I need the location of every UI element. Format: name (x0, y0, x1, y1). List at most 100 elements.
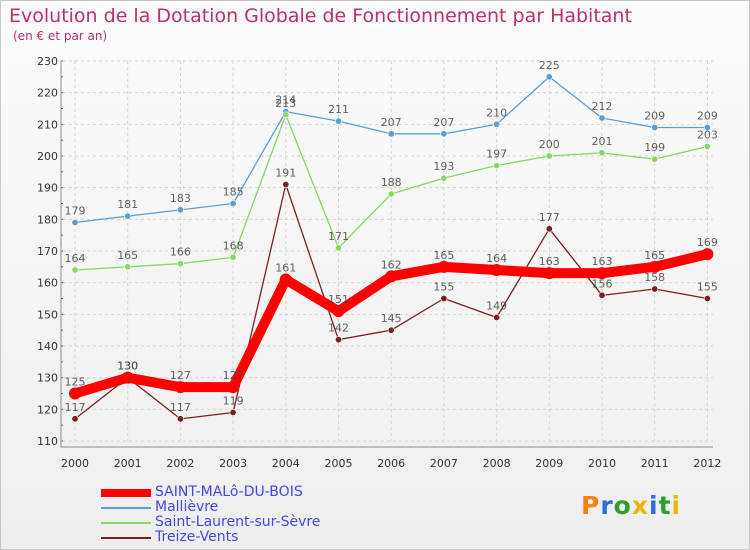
data-point-saint-laurent-sur-sevre (703, 143, 711, 151)
data-point-saint-laurent-sur-sevre (598, 149, 606, 157)
y-tick-label: 190 (37, 182, 58, 195)
data-point-saint-laurent-sur-sevre (651, 155, 659, 163)
data-label-treize-vents: 155 (433, 281, 454, 294)
data-label-treize-vents: 130 (117, 360, 138, 373)
x-tick-label: 2004 (272, 457, 300, 470)
x-tick-label: 2002 (166, 457, 194, 470)
data-point-saint-malo-du-bois (332, 305, 345, 318)
data-point-saint-malo-du-bois (596, 267, 608, 280)
y-tick-label: 110 (37, 435, 58, 448)
x-tick-label: 2008 (483, 457, 511, 470)
legend-label: Treize-Vents (155, 529, 239, 545)
data-point-treize-vents (334, 336, 342, 344)
data-point-saint-malo-du-bois (543, 267, 556, 280)
data-point-saint-laurent-sur-sevre (545, 152, 553, 160)
data-point-mallievre (124, 212, 132, 220)
y-tick-label: 160 (37, 277, 58, 290)
data-label-saint-malo-du-bois: 151 (328, 293, 349, 306)
data-point-saint-malo-du-bois (490, 264, 503, 276)
data-point-saint-malo-du-bois (279, 273, 292, 286)
data-point-saint-malo-du-bois (121, 371, 134, 384)
data-label-mallievre: 207 (433, 116, 454, 129)
legend-swatch (101, 536, 151, 539)
data-point-treize-vents (229, 408, 237, 416)
data-label-saint-malo-du-bois: 169 (697, 236, 718, 249)
logo-letter: x (631, 491, 649, 520)
data-label-saint-laurent-sur-sevre: 197 (486, 148, 507, 161)
x-tick-label: 2005 (325, 457, 353, 470)
data-label-saint-laurent-sur-sevre: 193 (433, 160, 454, 173)
data-label-saint-malo-du-bois: 125 (65, 376, 86, 389)
x-tick-label: 2003 (219, 457, 247, 470)
data-label-treize-vents: 117 (65, 401, 86, 414)
y-tick-label: 140 (37, 340, 58, 353)
data-label-mallievre: 181 (117, 198, 138, 211)
data-label-mallievre: 209 (697, 110, 718, 123)
legend-label: SAINT-MALô-DU-BOIS (155, 484, 303, 500)
y-tick-label: 130 (37, 372, 58, 385)
data-label-saint-malo-du-bois: 163 (592, 255, 613, 268)
data-label-mallievre: 225 (539, 59, 560, 72)
x-tick-label: 2000 (61, 457, 89, 470)
data-label-mallievre: 207 (381, 116, 402, 129)
data-point-mallievre (703, 124, 711, 132)
data-label-saint-malo-du-bois: 161 (275, 262, 296, 275)
data-point-treize-vents (387, 326, 395, 334)
y-tick-label: 120 (37, 403, 58, 416)
data-label-saint-laurent-sur-sevre: 199 (644, 141, 665, 154)
data-point-mallievre (176, 206, 184, 214)
logo-letter: i (649, 491, 659, 520)
data-label-treize-vents: 155 (697, 281, 718, 294)
data-label-mallievre: 179 (65, 205, 86, 218)
data-point-saint-laurent-sur-sevre (387, 190, 395, 198)
data-label-saint-malo-du-bois: 127 (170, 369, 191, 382)
data-point-saint-laurent-sur-sevre (282, 111, 290, 119)
data-label-saint-laurent-sur-sevre: 164 (65, 252, 86, 265)
data-point-mallievre (440, 130, 448, 138)
data-label-treize-vents: 158 (644, 271, 665, 284)
data-label-saint-malo-du-bois: 130 (117, 360, 138, 373)
data-point-mallievre (334, 117, 342, 125)
data-label-saint-laurent-sur-sevre: 166 (170, 246, 191, 259)
logo-letter: o (613, 491, 632, 520)
y-tick-label: 150 (37, 308, 58, 321)
data-point-saint-malo-du-bois (385, 270, 398, 283)
legend-label: Mallièvre (155, 499, 219, 515)
data-label-treize-vents: 177 (539, 211, 560, 224)
x-tick-label: 2012 (693, 457, 721, 470)
data-label-treize-vents: 191 (275, 167, 296, 180)
x-tick-label: 2009 (535, 457, 563, 470)
legend-swatch (101, 521, 151, 524)
data-label-saint-laurent-sur-sevre: 165 (117, 249, 138, 262)
data-label-treize-vents: 119 (223, 395, 244, 408)
data-label-saint-laurent-sur-sevre: 200 (539, 138, 560, 151)
data-label-treize-vents: 149 (486, 300, 507, 313)
data-point-mallievre (651, 124, 659, 132)
data-label-mallievre: 214 (275, 94, 296, 107)
data-label-saint-laurent-sur-sevre: 213 (275, 97, 296, 110)
data-label-saint-laurent-sur-sevre: 168 (223, 239, 244, 252)
data-point-treize-vents (651, 285, 659, 293)
data-label-saint-laurent-sur-sevre: 171 (328, 230, 349, 243)
y-tick-label: 220 (37, 87, 58, 100)
data-label-mallievre: 212 (592, 100, 613, 113)
x-tick-label: 2001 (114, 457, 142, 470)
data-label-saint-laurent-sur-sevre: 203 (697, 129, 718, 142)
data-label-treize-vents: 142 (328, 322, 349, 335)
proxiti-logo: Proxiti (581, 491, 681, 520)
data-point-mallievre (229, 200, 237, 208)
data-label-mallievre: 209 (644, 110, 665, 123)
data-point-saint-malo-du-bois (227, 381, 240, 394)
data-point-treize-vents (282, 181, 290, 189)
data-point-mallievre (493, 120, 501, 128)
x-tick-label: 2011 (641, 457, 669, 470)
logo-letter: r (600, 491, 614, 520)
data-point-saint-laurent-sur-sevre (334, 244, 342, 252)
data-point-mallievre (598, 114, 606, 122)
data-label-saint-malo-du-bois: 165 (433, 249, 454, 262)
data-point-mallievre (387, 130, 395, 138)
data-label-saint-malo-du-bois: 165 (644, 249, 665, 262)
chart-title: Evolution de la Dotation Globale de Fonc… (9, 5, 632, 27)
